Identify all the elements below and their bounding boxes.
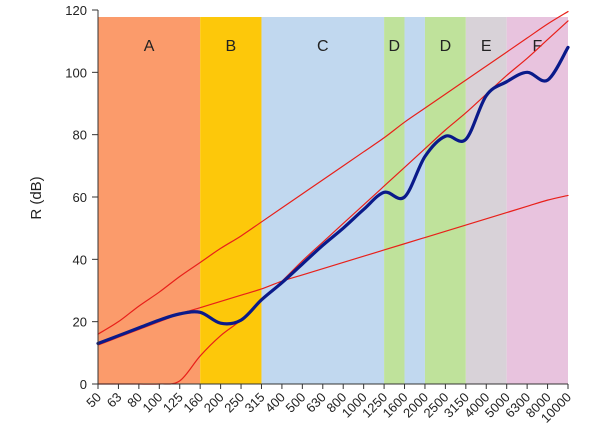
y-tick-label-0: 0 [80,377,87,392]
region-label-1: B [225,38,236,55]
chart-series [96,10,570,385]
region-band-0 [98,17,201,384]
y-tick-label-6: 120 [65,3,87,18]
region-label-0: A [144,38,155,55]
region-label-3: D [389,38,401,55]
series-line-1 [97,10,569,335]
region-band-5 [424,17,466,384]
region-label-6: E [481,38,492,55]
series-line-0 [96,45,570,346]
y-tick-label-5: 100 [65,65,87,80]
y-axis-title: R (dB) [28,176,45,219]
region-band-1 [200,17,262,384]
region-band-4 [404,17,425,384]
y-ticks: 0 20 40 60 80 100 120 [65,3,98,392]
y-tick-label-1: 20 [73,315,87,330]
region-label-7: F [532,38,542,55]
x-ticks: 50 63 801001251602002503154005006308001000… [83,384,574,426]
y-tick-label-4: 80 [73,128,87,143]
x-tick-label-0: 50 [83,390,104,411]
region-band-2 [261,17,385,384]
region-label-2: C [317,38,329,55]
x-tick-label-1: 63 [104,390,125,411]
y-tick-label-3: 60 [73,190,87,205]
region-band-6 [465,17,507,384]
y-tick-label-2: 40 [73,252,87,267]
region-band-7 [506,17,568,384]
region-label-5: D [440,38,452,55]
region-band-3 [384,17,405,384]
